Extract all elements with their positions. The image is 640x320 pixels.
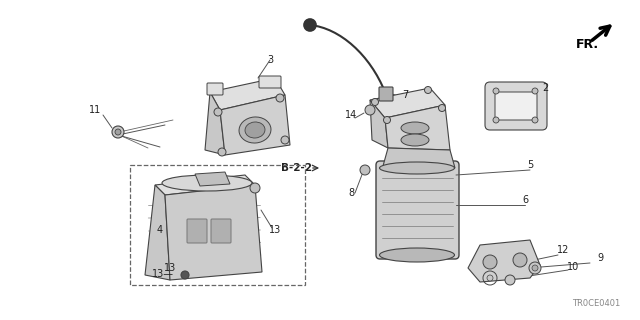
Polygon shape bbox=[145, 185, 170, 280]
Circle shape bbox=[112, 126, 124, 138]
Circle shape bbox=[424, 86, 431, 93]
Text: 14: 14 bbox=[345, 110, 357, 120]
Polygon shape bbox=[370, 100, 388, 148]
FancyBboxPatch shape bbox=[211, 219, 231, 243]
Polygon shape bbox=[383, 148, 455, 168]
Polygon shape bbox=[468, 240, 540, 282]
Text: 5: 5 bbox=[527, 160, 533, 170]
FancyBboxPatch shape bbox=[187, 219, 207, 243]
Circle shape bbox=[218, 148, 226, 156]
Text: FR.: FR. bbox=[575, 38, 598, 52]
Text: 2: 2 bbox=[542, 83, 548, 93]
Circle shape bbox=[181, 271, 189, 279]
Circle shape bbox=[214, 108, 222, 116]
Text: 12: 12 bbox=[557, 245, 569, 255]
Ellipse shape bbox=[380, 248, 454, 262]
Circle shape bbox=[513, 253, 527, 267]
Polygon shape bbox=[385, 105, 450, 150]
Ellipse shape bbox=[245, 122, 265, 138]
Circle shape bbox=[371, 99, 378, 106]
Polygon shape bbox=[195, 172, 230, 186]
Text: 7: 7 bbox=[402, 90, 408, 100]
Text: 13: 13 bbox=[169, 178, 181, 188]
FancyBboxPatch shape bbox=[207, 83, 223, 95]
Ellipse shape bbox=[239, 117, 271, 143]
Polygon shape bbox=[220, 95, 290, 155]
Circle shape bbox=[360, 165, 370, 175]
Ellipse shape bbox=[380, 162, 454, 174]
Bar bbox=[130, 165, 305, 285]
FancyBboxPatch shape bbox=[485, 82, 547, 130]
Circle shape bbox=[493, 117, 499, 123]
Text: 13: 13 bbox=[269, 225, 281, 235]
Text: TR0CE0401: TR0CE0401 bbox=[572, 299, 620, 308]
Circle shape bbox=[532, 88, 538, 94]
Circle shape bbox=[532, 265, 538, 271]
Polygon shape bbox=[370, 88, 445, 118]
Polygon shape bbox=[210, 78, 285, 110]
Circle shape bbox=[250, 183, 260, 193]
Text: 4: 4 bbox=[157, 225, 163, 235]
Circle shape bbox=[276, 94, 284, 102]
Polygon shape bbox=[205, 92, 225, 155]
Circle shape bbox=[487, 275, 493, 281]
Text: 6: 6 bbox=[522, 195, 528, 205]
Circle shape bbox=[304, 19, 316, 31]
Circle shape bbox=[532, 117, 538, 123]
Text: 3: 3 bbox=[267, 55, 273, 65]
Circle shape bbox=[383, 116, 390, 124]
Circle shape bbox=[483, 255, 497, 269]
Circle shape bbox=[365, 105, 375, 115]
Text: 8: 8 bbox=[348, 188, 354, 198]
Circle shape bbox=[438, 105, 445, 111]
FancyBboxPatch shape bbox=[376, 161, 459, 259]
Text: 13: 13 bbox=[164, 263, 176, 273]
FancyBboxPatch shape bbox=[379, 87, 393, 101]
Circle shape bbox=[493, 88, 499, 94]
Circle shape bbox=[281, 136, 289, 144]
Text: 13—: 13— bbox=[152, 269, 174, 279]
FancyBboxPatch shape bbox=[495, 92, 537, 120]
Circle shape bbox=[505, 275, 515, 285]
Text: 11: 11 bbox=[89, 105, 101, 115]
Polygon shape bbox=[155, 175, 255, 195]
Polygon shape bbox=[165, 185, 262, 280]
Circle shape bbox=[115, 129, 121, 135]
Ellipse shape bbox=[401, 134, 429, 146]
Text: 10: 10 bbox=[567, 262, 579, 272]
Ellipse shape bbox=[162, 175, 252, 191]
Circle shape bbox=[529, 262, 541, 274]
Ellipse shape bbox=[401, 122, 429, 134]
Text: 9: 9 bbox=[597, 253, 603, 263]
FancyBboxPatch shape bbox=[259, 76, 281, 88]
Text: B-2-2: B-2-2 bbox=[282, 163, 312, 173]
